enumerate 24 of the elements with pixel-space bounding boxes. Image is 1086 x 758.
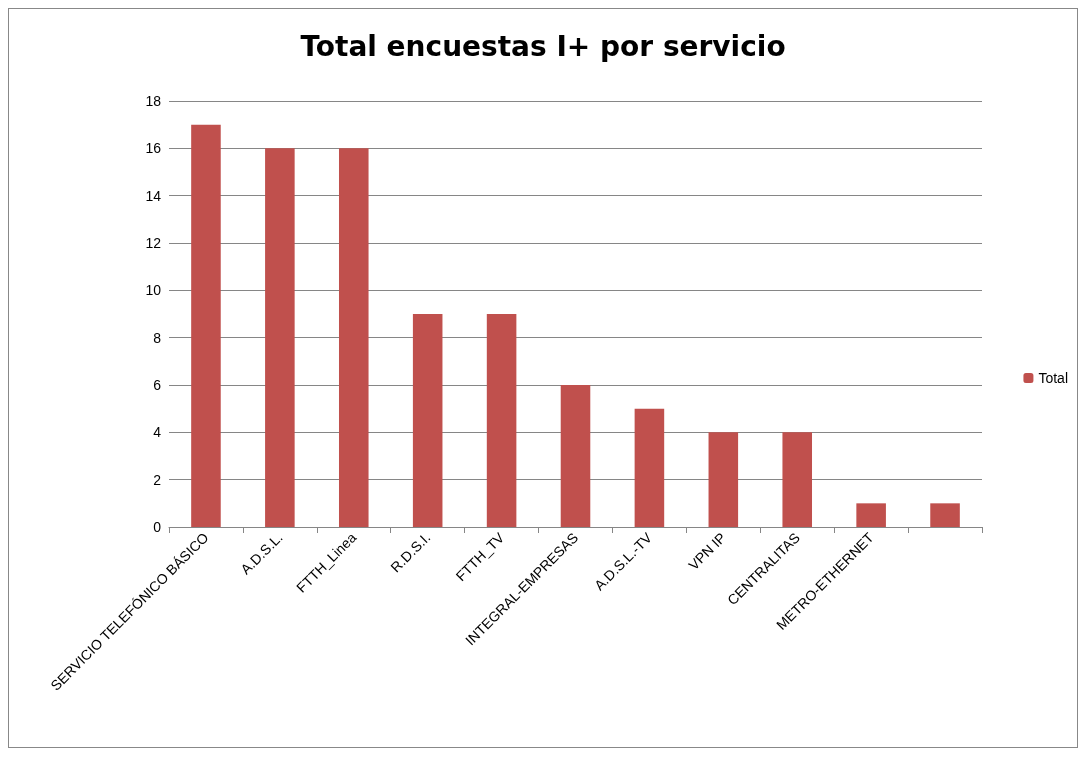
y-tick-label: 14 (145, 187, 162, 204)
y-tick-label: 2 (153, 471, 162, 488)
bar (412, 314, 443, 527)
bar (191, 124, 221, 527)
y-tick-label: 18 (145, 93, 162, 109)
bar (856, 503, 886, 527)
y-tick-label: 4 (153, 424, 162, 441)
bar (560, 385, 591, 527)
y-tick-label: 8 (153, 329, 162, 346)
bar (634, 408, 665, 527)
legend-label: Total (1038, 370, 1069, 386)
bar (486, 314, 517, 527)
y-tick-label: 0 (153, 519, 162, 535)
bar (265, 148, 295, 527)
chart-title: Total encuestas I+ por servicio (300, 29, 786, 63)
bar (930, 503, 960, 527)
y-tick-label: 10 (145, 282, 162, 299)
y-tick-label: 6 (153, 377, 162, 393)
y-tick-label: 12 (145, 235, 162, 251)
bar (708, 432, 739, 527)
x-tick-label: VPN IP (685, 529, 729, 574)
bar (782, 432, 813, 527)
y-tick-label: 16 (145, 140, 162, 157)
bar (338, 148, 369, 527)
